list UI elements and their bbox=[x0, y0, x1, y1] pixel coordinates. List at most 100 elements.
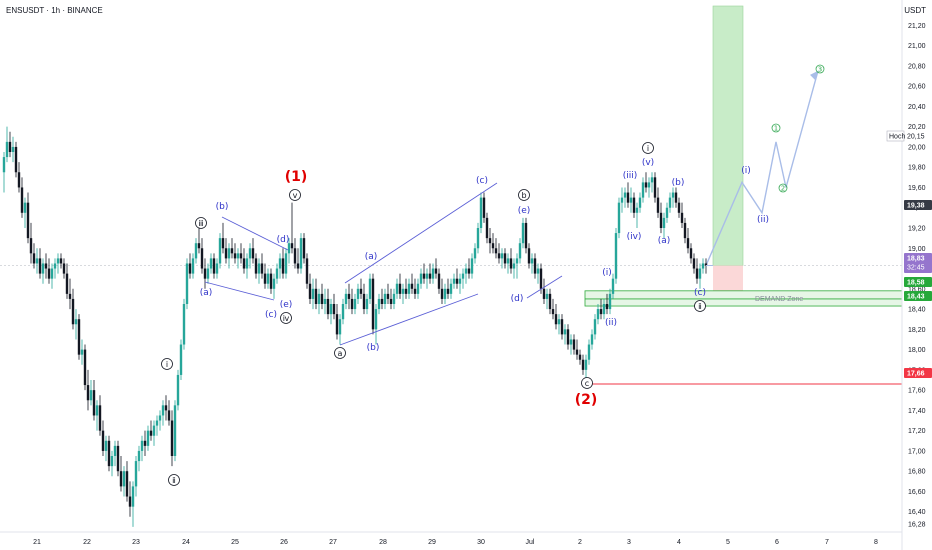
candle bbox=[380, 288, 384, 310]
candle-body bbox=[437, 273, 441, 289]
candle-body bbox=[599, 309, 603, 315]
candle bbox=[122, 466, 126, 497]
candle bbox=[320, 283, 324, 310]
candle-body bbox=[491, 243, 495, 249]
candle bbox=[140, 435, 144, 462]
candle bbox=[659, 202, 663, 234]
candle bbox=[587, 339, 591, 365]
candle bbox=[662, 212, 666, 239]
candle bbox=[287, 238, 291, 264]
candle bbox=[89, 380, 93, 406]
y-tick-label: 19,20 bbox=[908, 226, 926, 233]
candle-body bbox=[686, 238, 690, 249]
candle bbox=[452, 273, 456, 289]
candle-body bbox=[347, 293, 351, 299]
candle-body bbox=[344, 293, 348, 304]
candle bbox=[305, 253, 309, 289]
candle bbox=[449, 278, 453, 299]
price-tag: 18,58 bbox=[904, 277, 932, 287]
candle bbox=[179, 339, 183, 380]
currency-label: USDT bbox=[904, 6, 926, 15]
x-tick-label: 5 bbox=[726, 539, 730, 546]
wave-label: (iii) bbox=[623, 171, 638, 181]
candle-body bbox=[38, 258, 42, 274]
candle-body bbox=[59, 258, 63, 264]
candle-body bbox=[164, 405, 168, 411]
candle bbox=[353, 293, 357, 315]
candle bbox=[641, 177, 645, 203]
wave-label: (c) bbox=[476, 176, 488, 186]
candle-body bbox=[566, 329, 570, 345]
y-tick-label: 17,20 bbox=[908, 428, 926, 435]
candle bbox=[266, 268, 270, 289]
candle-body bbox=[410, 283, 414, 289]
price-tag-label-bg bbox=[886, 130, 905, 142]
candle-body bbox=[104, 440, 108, 451]
candle-body bbox=[665, 207, 669, 218]
candle-body bbox=[86, 385, 90, 401]
trendline bbox=[344, 182, 498, 284]
candle-body bbox=[218, 238, 222, 264]
wave-label: (d) bbox=[277, 235, 290, 245]
candle-body bbox=[65, 273, 69, 294]
candle bbox=[161, 400, 165, 426]
wave-label: (c) bbox=[265, 310, 277, 320]
candle-body bbox=[557, 319, 561, 325]
candle-body bbox=[377, 298, 381, 310]
candle bbox=[395, 278, 399, 299]
candle-body bbox=[695, 268, 699, 279]
candle bbox=[296, 248, 300, 274]
candle bbox=[596, 304, 600, 325]
candle-body bbox=[578, 354, 582, 360]
wave-label: (b) bbox=[367, 343, 380, 353]
candle bbox=[650, 172, 654, 193]
candle bbox=[605, 293, 609, 315]
candle-body bbox=[26, 202, 30, 239]
candle bbox=[665, 202, 669, 223]
candle bbox=[194, 238, 198, 264]
candle bbox=[584, 354, 588, 380]
candle bbox=[317, 288, 321, 315]
trendline bbox=[221, 216, 289, 251]
candle-body bbox=[704, 263, 708, 266]
wave-label: (iv) bbox=[627, 232, 642, 242]
candle bbox=[107, 435, 111, 472]
candle bbox=[578, 349, 582, 365]
target-zone bbox=[712, 5, 744, 266]
candle bbox=[185, 258, 189, 310]
candle-body bbox=[32, 253, 36, 264]
y-tick-label: 20,00 bbox=[908, 144, 926, 151]
candle bbox=[668, 192, 672, 213]
candle-body bbox=[428, 273, 432, 279]
candle bbox=[242, 248, 246, 274]
candle-body bbox=[611, 278, 615, 294]
candle bbox=[545, 288, 549, 310]
candle bbox=[20, 177, 24, 218]
candle bbox=[623, 187, 627, 208]
candle bbox=[548, 288, 552, 315]
wave-label: ⅳ bbox=[283, 314, 290, 323]
candle bbox=[116, 440, 120, 477]
projection-wave-circle bbox=[815, 64, 825, 74]
candle-body bbox=[395, 283, 399, 294]
candle-body bbox=[254, 258, 258, 274]
candle bbox=[521, 217, 525, 249]
candle-body bbox=[281, 258, 285, 274]
wave-label: (a) bbox=[365, 252, 378, 262]
candle-body bbox=[290, 243, 294, 249]
wave-label: b bbox=[521, 191, 526, 200]
candle-body bbox=[116, 445, 120, 472]
candle bbox=[440, 278, 444, 304]
candle-body bbox=[650, 177, 654, 183]
candle-body bbox=[461, 273, 465, 279]
candle-body bbox=[92, 390, 96, 416]
candle bbox=[92, 380, 96, 421]
candle-body bbox=[542, 288, 546, 299]
projection-wave-circle bbox=[778, 183, 788, 193]
candle-body bbox=[380, 298, 384, 304]
candle bbox=[359, 278, 363, 299]
candle bbox=[416, 278, 420, 299]
candle-body bbox=[20, 187, 24, 213]
candle bbox=[338, 314, 342, 345]
